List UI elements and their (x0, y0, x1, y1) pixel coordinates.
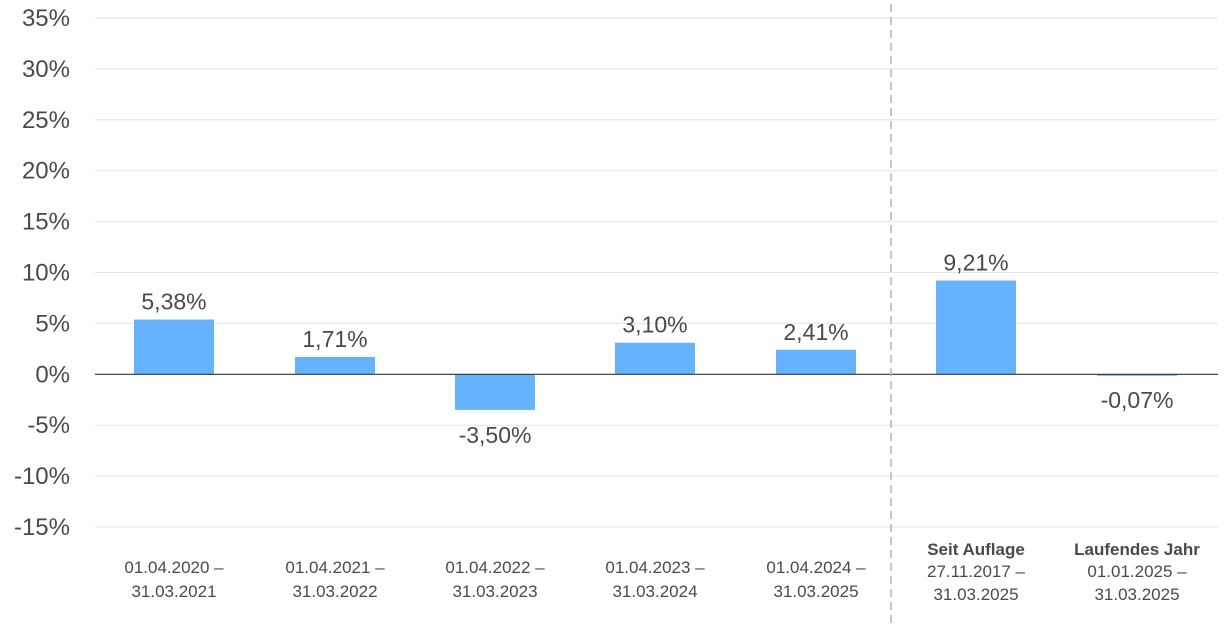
x-label-line: 01.04.2022 – (445, 558, 545, 577)
x-label-heading: Laufendes Jahr (1074, 540, 1200, 559)
bar (936, 280, 1016, 375)
data-label: -3,50% (459, 422, 532, 448)
x-label-line: 27.11.2017 – (927, 562, 1026, 581)
data-label: 1,71% (302, 326, 367, 352)
data-label: 5,38% (141, 289, 206, 315)
x-label-heading: Seit Auflage (927, 540, 1025, 559)
bar (134, 319, 214, 375)
data-label: 9,21% (943, 250, 1008, 276)
x-label-line: 31.03.2023 (452, 582, 537, 601)
y-tick-label: -5% (27, 412, 70, 439)
y-tick-label: 30% (22, 56, 70, 83)
x-label-line: 01.04.2024 – (766, 558, 866, 577)
y-tick-label: -10% (14, 463, 70, 490)
x-label-line: 01.04.2020 – (124, 558, 224, 577)
bar (295, 356, 375, 375)
x-label-line: 01.01.2025 – (1087, 562, 1187, 581)
y-tick-label: 20% (22, 158, 70, 185)
bar (615, 342, 695, 375)
x-axis-labels: 01.04.2020 – 31.03.2021 01.04.2021 – 31.03.… (124, 540, 1200, 604)
y-axis-ticks: 35% 30% 25% 20% 15% 10% 5% 0% -5% -10% -15% (14, 5, 70, 541)
bar (776, 349, 856, 375)
y-tick-label: 10% (22, 260, 70, 287)
data-label: 2,41% (783, 319, 848, 345)
x-label-line: 31.03.2025 (1094, 585, 1179, 604)
bar (455, 374, 535, 410)
y-tick-label: 25% (22, 107, 70, 134)
y-tick-label: -15% (14, 514, 70, 541)
y-tick-label: 35% (22, 5, 70, 32)
bar (1097, 374, 1177, 376)
bars (134, 280, 1177, 410)
data-labels: 5,38% 1,71% -3,50% 3,10% 2,41% 9,21% -0,07% (141, 250, 1173, 448)
x-label-line: 31.03.2024 (612, 582, 697, 601)
x-label-line: 01.04.2023 – (605, 558, 705, 577)
x-label-line: 01.04.2021 – (285, 558, 385, 577)
x-label-line: 31.03.2025 (773, 582, 858, 601)
y-tick-label: 15% (22, 209, 70, 236)
x-label-line: 31.03.2025 (933, 585, 1018, 604)
y-tick-label: 0% (35, 361, 70, 388)
gridlines (95, 17, 1218, 528)
x-label-line: 31.03.2022 (292, 582, 377, 601)
data-label: -0,07% (1101, 387, 1174, 413)
data-label: 3,10% (622, 312, 687, 338)
x-label-line: 31.03.2021 (131, 582, 216, 601)
y-tick-label: 5% (35, 310, 70, 337)
